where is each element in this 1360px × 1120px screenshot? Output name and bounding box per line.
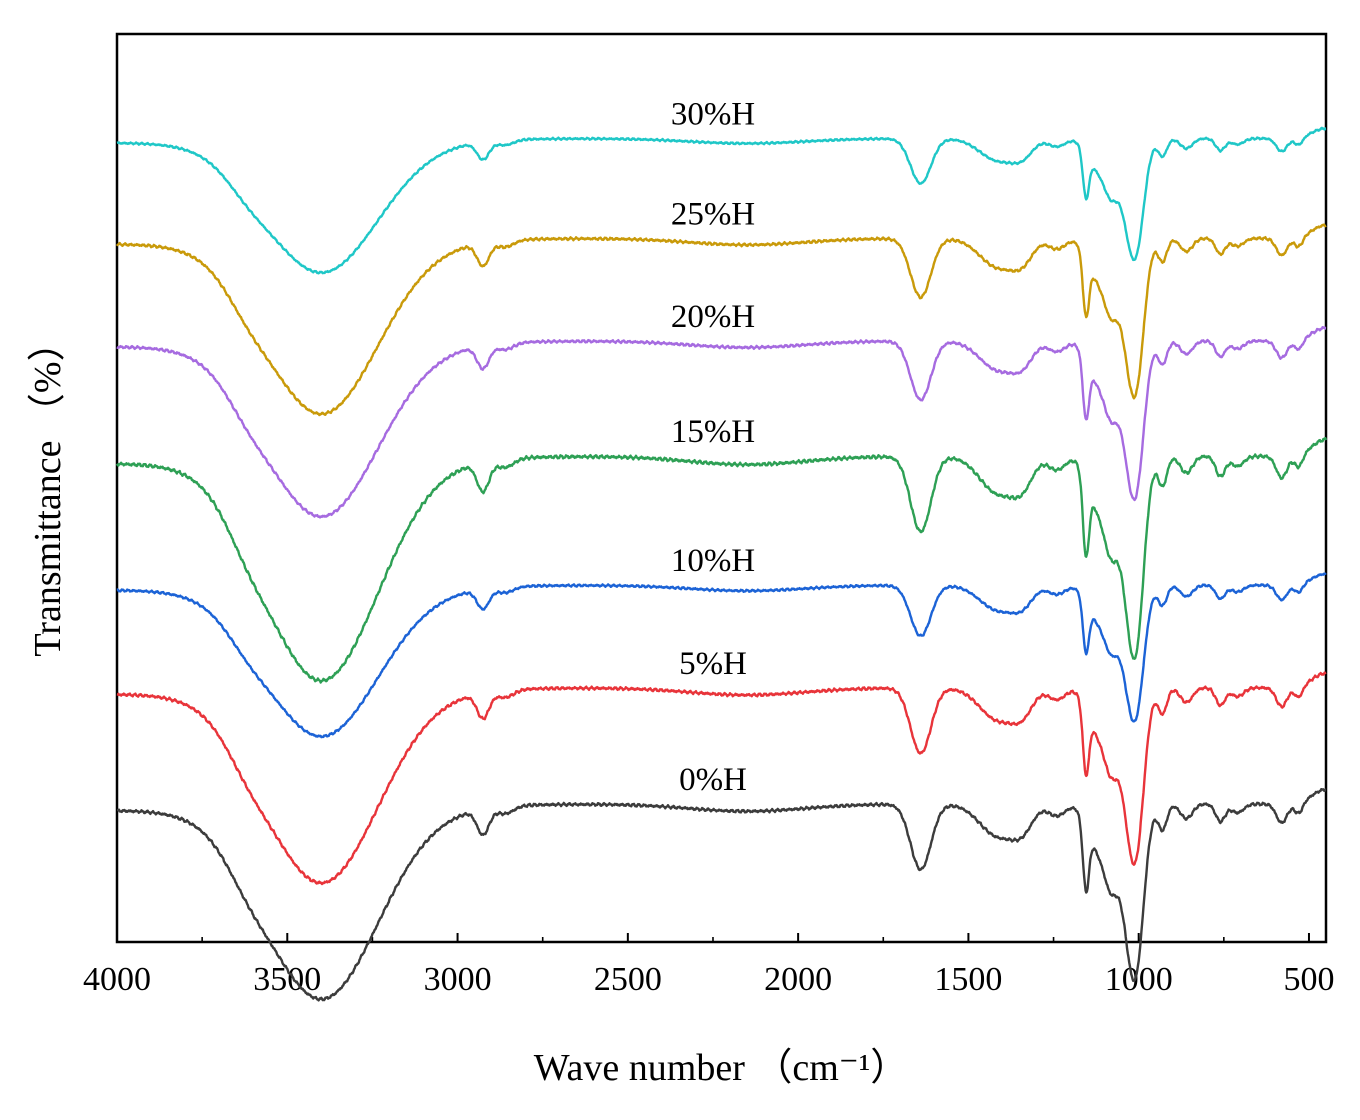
- series-label-5%H: 5%H: [679, 646, 747, 682]
- y-axis-title: Transmittance （%）: [27, 323, 69, 656]
- x-tick-label: 500: [1283, 961, 1334, 998]
- x-tick-label: 1500: [934, 961, 1002, 998]
- series-label-20%H: 20%H: [671, 299, 755, 335]
- series-line-20%H: [116, 326, 1327, 519]
- series-line-10%H: [116, 572, 1327, 739]
- x-tick-label: 2000: [764, 961, 832, 998]
- plot-frame: [115, 32, 1328, 944]
- series-line-0%H: [116, 788, 1327, 1002]
- x-tick-label: 4000: [83, 961, 151, 998]
- series-label-10%H: 10%H: [671, 543, 755, 579]
- x-tick-label: 3000: [424, 961, 492, 998]
- series-line-15%H: [115, 437, 1328, 684]
- series-line-5%H: [116, 671, 1327, 886]
- x-tick-label: 2500: [594, 961, 662, 998]
- series-label-15%H: 15%H: [671, 414, 755, 450]
- x-axis-ticks: 4000 3500 3000 2500 2000 1500 1000 500: [83, 933, 1334, 998]
- series-labels: 30%H 25%H 20%H 15%H 10%H 5%H 0%H: [671, 96, 755, 798]
- series-label-30%H: 30%H: [671, 96, 755, 132]
- series-line-30%H: [116, 126, 1327, 275]
- series-label-25%H: 25%H: [671, 196, 755, 232]
- series-label-0%H: 0%H: [679, 762, 747, 798]
- series-line-25%H: [115, 223, 1327, 417]
- series-group: [115, 126, 1328, 1002]
- x-axis-title: Wave number （cm⁻¹）: [534, 1047, 909, 1089]
